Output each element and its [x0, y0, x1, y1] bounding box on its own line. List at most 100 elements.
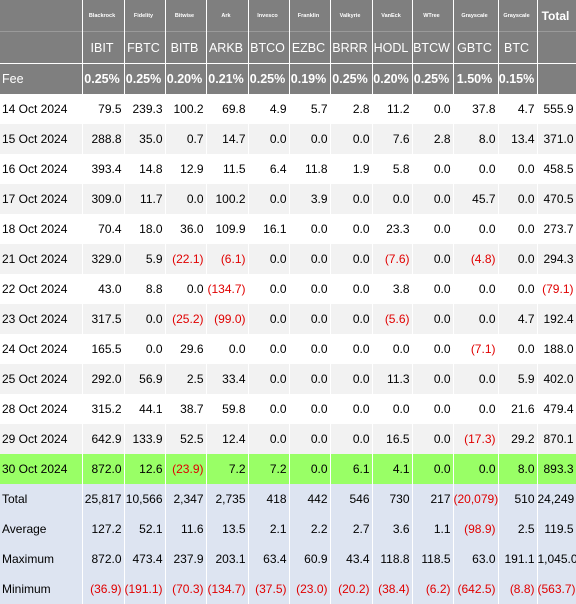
value-cell: 7.2: [206, 454, 249, 484]
value-cell: 0.0: [453, 274, 499, 304]
value-cell: 393.4: [82, 154, 125, 184]
value-cell: 1.1: [412, 514, 454, 544]
value-cell: (7.6): [372, 244, 413, 274]
ticker-label: BITB: [165, 31, 207, 64]
value-cell: 7.2: [248, 454, 290, 484]
ticker-label: EZBC: [289, 31, 331, 64]
value-cell: 0.0: [289, 304, 331, 334]
value-cell: 11.7: [124, 184, 166, 214]
value-cell: 0.0: [412, 214, 454, 244]
issuer-label: Valkyrie: [330, 0, 373, 32]
table-row: 15 Oct 2024 288.8 35.0 0.7 14.7 0.0 0.0 0.0 7.6 2…: [0, 124, 576, 154]
value-cell: (22.1): [165, 244, 207, 274]
value-cell: 1.9: [330, 154, 373, 184]
summary-row-label: Minimum: [0, 574, 83, 604]
value-cell: 0.0: [453, 364, 499, 394]
value-cell: 0.0: [453, 304, 499, 334]
value-cell: 0.0: [412, 364, 454, 394]
total-cell: 119.5: [537, 514, 576, 544]
value-cell: 0.0: [412, 304, 454, 334]
value-cell: 45.7: [453, 184, 499, 214]
value-cell: 63.4: [248, 544, 290, 574]
value-cell: 38.7: [165, 394, 207, 424]
value-cell: (38.4): [372, 574, 413, 604]
value-cell: 63.0: [453, 544, 499, 574]
value-cell: 0.0: [206, 334, 249, 364]
value-cell: 0.0: [330, 184, 373, 214]
value-cell: 0.0: [498, 244, 538, 274]
value-cell: 79.5: [82, 94, 125, 124]
value-cell: 109.9: [206, 214, 249, 244]
value-cell: 16.5: [372, 424, 413, 454]
value-cell: 0.0: [289, 394, 331, 424]
total-cell: 1,045.0: [537, 544, 576, 574]
total-cell: 371.0: [537, 124, 576, 154]
fee-value: 0.20%: [165, 63, 207, 94]
value-cell: 12.6: [124, 454, 166, 484]
fee-row: Fee 0.25% 0.25% 0.20% 0.21% 0.25% 0.19% …: [0, 63, 576, 94]
ticker-label: FBTC: [124, 31, 166, 64]
value-cell: (37.5): [248, 574, 290, 604]
total-cell: 870.1: [537, 424, 576, 454]
value-cell: (70.3): [165, 574, 207, 604]
value-cell: 3.9: [289, 184, 331, 214]
value-cell: 25,817: [82, 484, 125, 514]
value-cell: 0.0: [498, 334, 538, 364]
value-cell: 29.6: [165, 334, 207, 364]
value-cell: 4.9: [248, 94, 290, 124]
value-cell: 0.0: [289, 334, 331, 364]
ticker-header-row: IBIT FBTC BITB ARKB BTCO EZBC BRRR HODL …: [0, 31, 576, 64]
value-cell: (36.9): [82, 574, 125, 604]
total-cell: 188.0: [537, 334, 576, 364]
fee-value: 0.25%: [412, 63, 454, 94]
table-row-label: 21 Oct 2024: [0, 244, 83, 274]
ticker-label: BTCO: [248, 31, 290, 64]
value-cell: 642.9: [82, 424, 125, 454]
summary-row: Minimum (36.9) (191.1) (70.3) (134.7) (37.5)(…: [0, 574, 576, 604]
table-row-label: 17 Oct 2024: [0, 184, 83, 214]
value-cell: 6.1: [330, 454, 373, 484]
value-cell: 13.4: [498, 124, 538, 154]
fee-value: 0.25%: [330, 63, 373, 94]
issuer-label: VanEck: [372, 0, 413, 32]
value-cell: 11.8: [289, 154, 331, 184]
table-row: 18 Oct 2024 70.4 18.0 36.0 109.9 16.1 0.0 0.0 23…: [0, 214, 576, 244]
value-cell: 23.3: [372, 214, 413, 244]
value-cell: 0.0: [289, 274, 331, 304]
value-cell: 8.0: [453, 124, 499, 154]
value-cell: 118.8: [372, 544, 413, 574]
total-cell: 273.7: [537, 214, 576, 244]
value-cell: 0.0: [165, 274, 207, 304]
value-cell: 8.8: [124, 274, 166, 304]
issuer-label: Ark: [206, 0, 249, 32]
value-cell: 3.8: [372, 274, 413, 304]
table-row: 24 Oct 2024 165.5 0.0 29.6 0.0 0.0 0.0 0.0 0.0 0.…: [0, 334, 576, 364]
value-cell: (17.3): [453, 424, 499, 454]
value-cell: 14.7: [206, 124, 249, 154]
table-row: 14 Oct 2024 79.5 239.3 100.2 69.8 4.9 5.7 2.8 11…: [0, 94, 576, 124]
value-cell: 292.0: [82, 364, 125, 394]
total-cell: 893.3: [537, 454, 576, 484]
value-cell: 0.0: [412, 184, 454, 214]
table-row-label: 29 Oct 2024: [0, 424, 83, 454]
value-cell: 33.4: [206, 364, 249, 394]
value-cell: 203.1: [206, 544, 249, 574]
fee-value: 0.20%: [372, 63, 413, 94]
summary-row: Average 127.2 52.1 11.6 13.5 2.1 2.2 2.7 3.6 1.1(…: [0, 514, 576, 544]
value-cell: 4.1: [372, 454, 413, 484]
value-cell: 0.0: [289, 454, 331, 484]
table-row-label: 24 Oct 2024: [0, 334, 83, 364]
value-cell: 2.1: [248, 514, 290, 544]
value-cell: 56.9: [124, 364, 166, 394]
value-cell: 0.0: [412, 424, 454, 454]
value-cell: 0.0: [412, 454, 454, 484]
table-row: 25 Oct 2024 292.0 56.9 2.5 33.4 0.0 0.0 0.0 11.3…: [0, 364, 576, 394]
value-cell: (6.1): [206, 244, 249, 274]
value-cell: (642.5): [453, 574, 499, 604]
value-cell: 0.0: [248, 424, 290, 454]
value-cell: (25.2): [165, 304, 207, 334]
value-cell: 0.0: [330, 214, 373, 244]
value-cell: 44.1: [124, 394, 166, 424]
value-cell: 11.3: [372, 364, 413, 394]
value-cell: (98.9): [453, 514, 499, 544]
